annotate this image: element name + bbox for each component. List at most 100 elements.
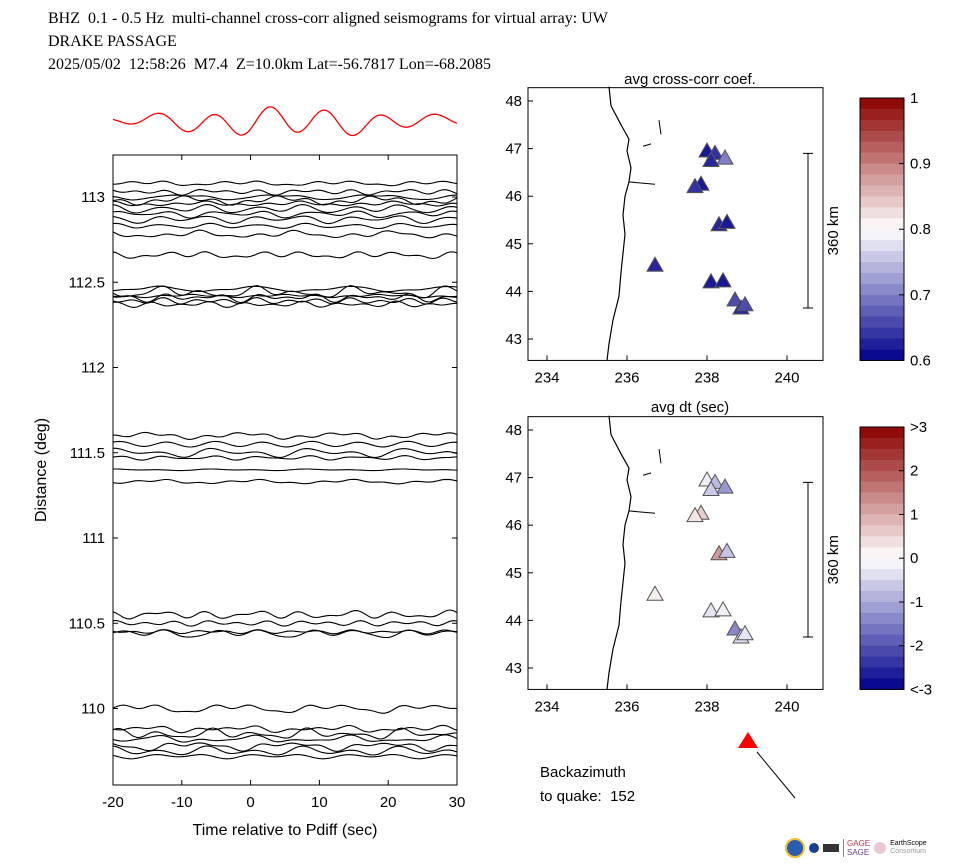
seismogram-trace bbox=[112, 704, 458, 714]
coef-map-colorbar-label: 1 bbox=[910, 90, 918, 107]
coef-map-title: avg cross-corr coef. bbox=[624, 71, 756, 88]
seismogram-trace bbox=[112, 180, 458, 187]
seismogram-trace bbox=[112, 293, 458, 304]
y-tick-label: 110.5 bbox=[69, 615, 105, 632]
seismogram-trace bbox=[112, 229, 458, 239]
coef-map-colorbar-cell bbox=[860, 218, 904, 230]
coef-map-colorbar-cell bbox=[860, 207, 904, 219]
seismogram-trace bbox=[112, 200, 458, 207]
coef-map-station-marker bbox=[714, 271, 732, 288]
coef-map-colorbar-cell bbox=[860, 98, 904, 110]
y-tick-label: 112 bbox=[81, 360, 105, 377]
coef-map-y-tick-label: 46 bbox=[505, 188, 522, 205]
dt-map-x-tick-label: 240 bbox=[774, 698, 799, 715]
dt-map-colorbar-cell bbox=[860, 667, 904, 679]
seismogram-trace bbox=[112, 189, 458, 196]
seismogram-trace bbox=[112, 727, 458, 740]
seismogram-trace bbox=[112, 745, 458, 756]
dt-map-station-marker bbox=[686, 506, 704, 523]
seismogram-trace bbox=[112, 222, 458, 230]
seismogram-trace bbox=[113, 447, 458, 459]
backazimuth-label: Backazimuth bbox=[540, 764, 626, 781]
dt-map-colorbar-cell bbox=[860, 481, 904, 494]
coef-map-y-tick-label: 48 bbox=[505, 93, 522, 110]
dt-map-x-tick-label: 234 bbox=[534, 698, 559, 715]
coef-map-frame bbox=[527, 87, 824, 361]
dt-map-colorbar-label: >3 bbox=[910, 419, 927, 436]
stack-trace bbox=[112, 106, 458, 137]
x-tick-label: 30 bbox=[449, 794, 466, 811]
dt-map-colorbar-cell bbox=[860, 536, 904, 548]
coef-map-colorbar-cell bbox=[860, 272, 904, 285]
dt-map-scale-label: 360 km bbox=[825, 535, 842, 584]
coef-map-colorbar-cell bbox=[860, 327, 904, 340]
seismogram-trace bbox=[112, 195, 458, 206]
sage-text: SAGE bbox=[847, 848, 870, 857]
seismogram-trace bbox=[112, 210, 458, 219]
dt-map-scale-bar bbox=[803, 481, 813, 638]
x-tick-label: -20 bbox=[102, 794, 124, 811]
dt-map-colorbar-cell bbox=[860, 525, 904, 537]
seismogram-trace bbox=[112, 742, 458, 752]
dt-map-colorbar-cell bbox=[860, 503, 904, 515]
seismogram-trace bbox=[112, 724, 458, 734]
y-tick-label: 112.5 bbox=[69, 274, 105, 291]
dt-map-inlet bbox=[628, 448, 662, 514]
coef-map-colorbar-cell bbox=[860, 141, 904, 154]
dt-map-x-tick-label: 238 bbox=[694, 698, 719, 715]
dt-map-station-marker bbox=[736, 624, 754, 641]
dt-map-colorbar-cell bbox=[860, 470, 904, 483]
coef-map-y-tick-label: 44 bbox=[505, 283, 522, 300]
dt-map-colorbar-cell bbox=[860, 580, 904, 592]
seismogram-trace bbox=[112, 478, 458, 485]
coef-map-colorbar-label: 0.6 bbox=[910, 352, 931, 369]
usgs-logo bbox=[823, 844, 839, 852]
backazimuth-triangle bbox=[738, 732, 758, 748]
title-line-3: 2025/05/02 12:58:26 M7.4 Z=10.0km Lat=-5… bbox=[48, 56, 492, 73]
dt-map-station-marker bbox=[702, 601, 720, 618]
gage-text: GAGE bbox=[847, 839, 871, 848]
dt-map-colorbar-label: 0 bbox=[910, 550, 918, 567]
backazimuth-label-2: to quake: 152 bbox=[540, 788, 635, 805]
coef-map-colorbar-cell bbox=[860, 196, 904, 208]
dt-map-station-marker bbox=[726, 619, 744, 636]
x-tick-label: -10 bbox=[171, 794, 193, 811]
dt-map-colorbar-cell bbox=[860, 678, 904, 690]
coef-map-station-marker bbox=[702, 151, 720, 167]
seismogram-trace bbox=[112, 629, 458, 639]
dt-map-coastline bbox=[606, 415, 632, 690]
dt-map-colorbar-cell bbox=[860, 634, 904, 647]
dt-map-colorbar-cell bbox=[860, 448, 904, 461]
dt-map-colorbar-cell bbox=[860, 623, 904, 636]
coef-map-colorbar-cell bbox=[860, 316, 904, 329]
coef-map-x-tick-label: 236 bbox=[614, 369, 639, 386]
backazimuth-value: 152 bbox=[610, 788, 636, 805]
logos: GAGE SAGE EarthScope Consortium bbox=[785, 838, 927, 858]
coef-map-colorbar-cell bbox=[860, 152, 904, 165]
coef-map-colorbar-cell bbox=[860, 229, 904, 241]
dt-map-y-tick-label: 43 bbox=[505, 660, 522, 677]
dt-map-colorbar-label: -2 bbox=[910, 638, 923, 655]
coef-map-colorbar-cell bbox=[860, 130, 904, 143]
earthscope-text: EarthScope Consortium bbox=[890, 840, 927, 856]
dt-map-colorbar-label: 1 bbox=[910, 506, 918, 523]
dt-map-y-tick-label: 47 bbox=[505, 470, 522, 487]
y-tick-label: 113 bbox=[81, 189, 105, 206]
gage-sage-logo: GAGE SAGE bbox=[843, 839, 870, 857]
dt-map-colorbar-cell bbox=[860, 569, 904, 581]
coef-map-colorbar-cell bbox=[860, 262, 904, 274]
dt-map-x-tick-label: 236 bbox=[614, 698, 639, 715]
coef-map-scale-label: 360 km bbox=[825, 206, 842, 255]
earthscope-logo bbox=[874, 842, 887, 854]
seismogram-trace bbox=[112, 431, 458, 440]
coef-map-colorbar-cell bbox=[860, 283, 904, 296]
dt-map-colorbar-cell bbox=[860, 612, 904, 625]
coef-map-station-marker bbox=[686, 177, 704, 194]
seismogram-trace bbox=[112, 734, 458, 743]
x-axis-label: Time relative to Pdiff (sec) bbox=[193, 822, 378, 839]
seismogram-trace bbox=[112, 293, 458, 299]
coef-map-station-marker bbox=[646, 256, 664, 272]
dt-map-colorbar-label: -1 bbox=[910, 594, 923, 611]
dt-map-station-marker bbox=[716, 478, 734, 494]
coef-map-colorbar-label: 0.9 bbox=[910, 156, 931, 173]
